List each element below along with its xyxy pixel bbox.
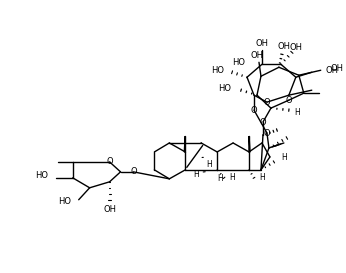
Text: HO: HO [58, 197, 71, 206]
Text: O: O [260, 118, 266, 127]
Text: O: O [106, 158, 113, 167]
Text: O: O [130, 167, 137, 176]
Text: OH: OH [251, 51, 264, 60]
Text: O: O [264, 98, 270, 107]
Text: O: O [285, 96, 292, 105]
Text: H: H [281, 153, 286, 162]
Text: O: O [251, 106, 257, 115]
Text: HO: HO [232, 58, 245, 67]
Text: H: H [229, 173, 235, 182]
Text: OH: OH [255, 39, 268, 48]
Text: HO: HO [211, 66, 224, 75]
Text: H: H [294, 108, 300, 117]
Text: HO: HO [218, 84, 231, 93]
Text: H: H [217, 174, 223, 183]
Text: H: H [259, 173, 265, 182]
Text: OH: OH [277, 42, 290, 51]
Polygon shape [184, 136, 185, 152]
Text: HO: HO [35, 171, 48, 180]
Text: OH: OH [289, 43, 302, 52]
Text: O: O [264, 129, 270, 138]
Text: H: H [193, 170, 199, 179]
Polygon shape [249, 136, 250, 152]
Text: OH: OH [331, 64, 344, 73]
Text: H: H [206, 161, 212, 169]
Text: OH: OH [103, 205, 116, 214]
Text: OH: OH [326, 66, 339, 75]
